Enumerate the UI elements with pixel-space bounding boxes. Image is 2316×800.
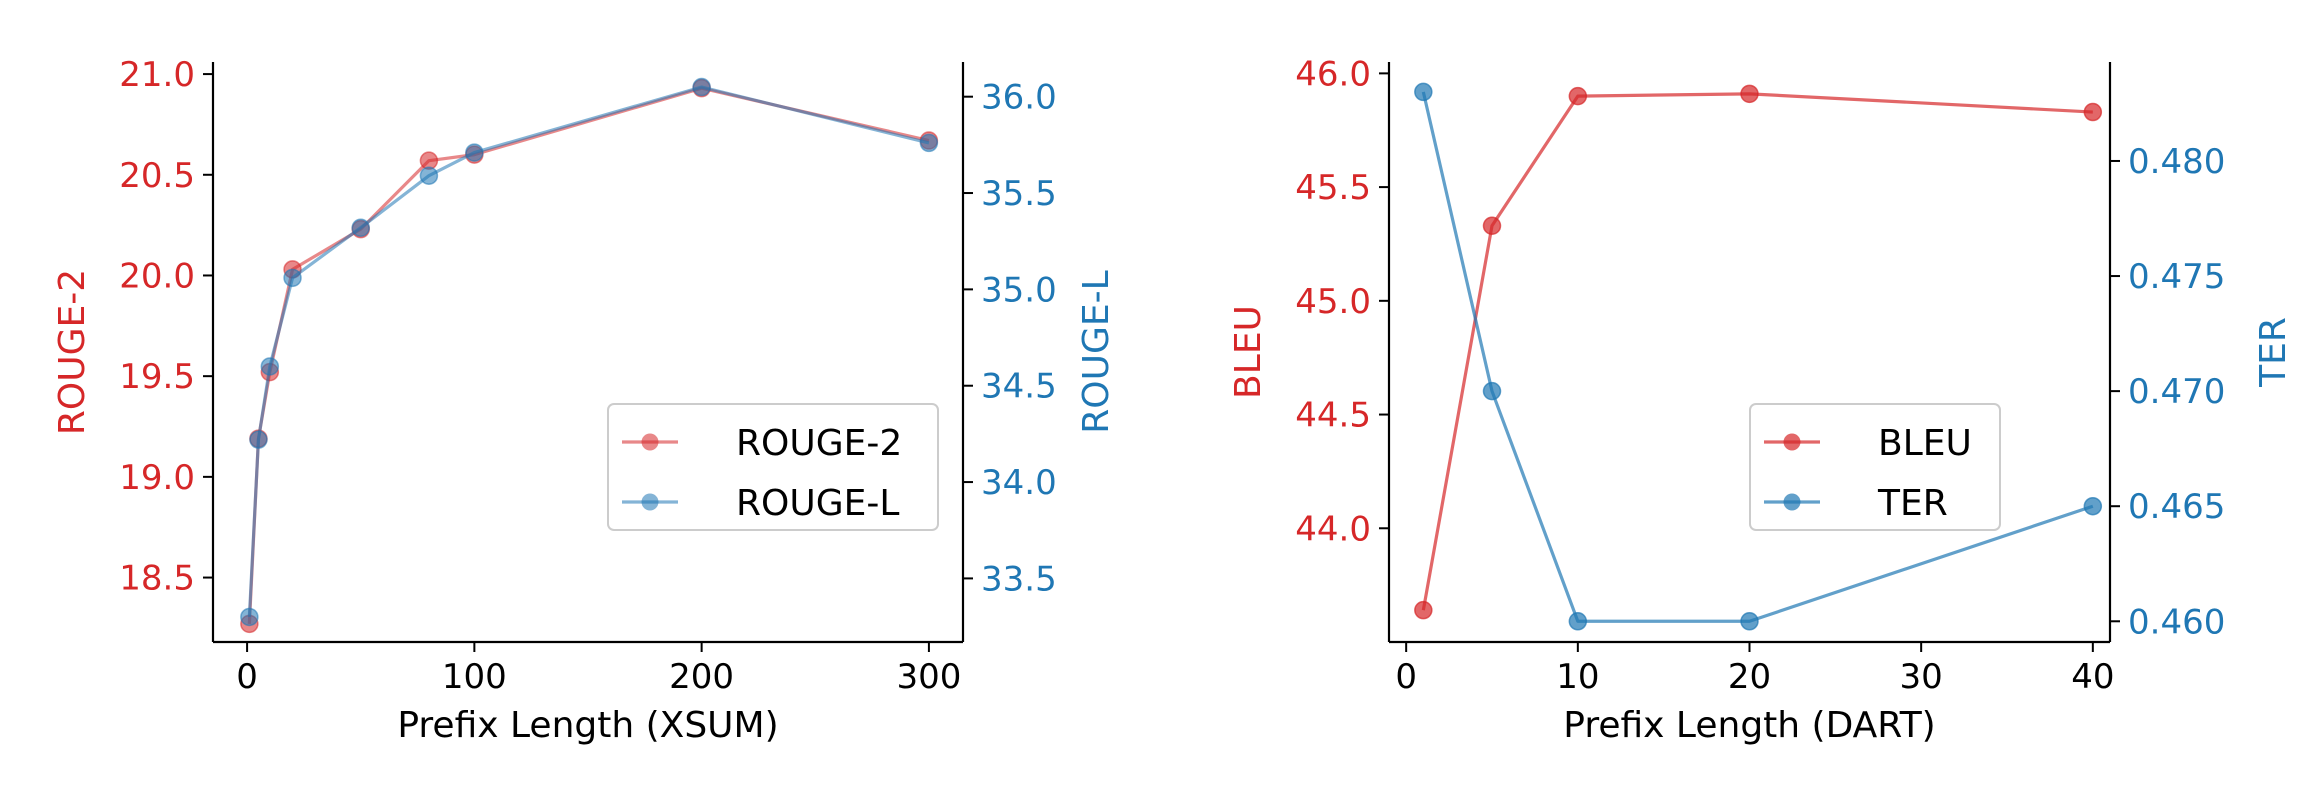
data-point-rouge-l bbox=[692, 77, 711, 97]
right-y-tick-label: 0.470 bbox=[2128, 372, 2225, 412]
series-line-rouge-2 bbox=[247, 86, 930, 624]
left-y-tick-label: 20.0 bbox=[119, 256, 195, 296]
legend-box bbox=[1749, 403, 2001, 531]
data-point-ter bbox=[1740, 612, 1759, 631]
data-point-ter bbox=[1568, 612, 1588, 631]
right-y-tick-label: 0.465 bbox=[2128, 487, 2225, 527]
right-y-tick-label: 34.0 bbox=[981, 463, 1057, 503]
right-y-axis-label: ROUGE-L bbox=[1076, 270, 1117, 433]
series-rouge-l bbox=[240, 77, 939, 627]
x-axis-label: Prefix Length (XSUM) bbox=[397, 705, 778, 746]
data-point-bleu bbox=[1414, 600, 1433, 620]
x-tick-label: 200 bbox=[669, 657, 734, 697]
data-point-rouge-l bbox=[351, 218, 370, 237]
data-point-rouge-l bbox=[465, 143, 484, 162]
legend-item-rouge-l: ROUGE-L bbox=[622, 483, 899, 524]
left-y-tick-label: 44.5 bbox=[1295, 396, 1371, 436]
left-y-tick-label: 19.5 bbox=[119, 357, 195, 397]
x-tick-label: 20 bbox=[1728, 657, 1771, 697]
data-point-bleu bbox=[1482, 216, 1502, 236]
data-point-ter bbox=[1482, 381, 1502, 401]
right-y-tick-label: 35.0 bbox=[981, 270, 1057, 310]
legend: ROUGE-2 ROUGE-L bbox=[607, 403, 939, 531]
left-y-tick-label: 44.0 bbox=[1295, 509, 1371, 549]
series-line-rouge-l bbox=[247, 85, 930, 618]
right-y-axis-label: TER bbox=[2253, 317, 2294, 388]
legend-swatch-marker bbox=[641, 433, 659, 451]
legend-swatch-marker bbox=[641, 493, 659, 511]
legend-label: TER bbox=[1877, 483, 1948, 524]
left-y-axis-label: ROUGE-2 bbox=[52, 269, 93, 435]
series-line-bleu bbox=[1421, 92, 2093, 611]
legend-label: ROUGE-L bbox=[736, 483, 899, 524]
legend-label: BLEU bbox=[1878, 423, 1972, 464]
data-point-bleu bbox=[1740, 84, 1759, 104]
left-y-tick-label: 19.0 bbox=[119, 458, 195, 498]
data-point-ter bbox=[1414, 82, 1433, 102]
data-point-bleu bbox=[2083, 102, 2103, 122]
left-y-tick-label: 45.5 bbox=[1295, 168, 1371, 208]
right-y-tick-label: 36.0 bbox=[981, 78, 1057, 118]
left-y-tick-label: 45.0 bbox=[1295, 282, 1371, 322]
legend-item-bleu: BLEU bbox=[1764, 423, 1972, 464]
series-line-ter bbox=[1421, 91, 2094, 623]
right-y-tick-label: 35.5 bbox=[981, 174, 1057, 214]
legend: BLEU TER bbox=[1749, 403, 2001, 531]
data-point-rouge-l bbox=[419, 166, 439, 185]
legend-item-rouge-2: ROUGE-2 bbox=[622, 423, 902, 464]
data-point-rouge-l bbox=[240, 607, 259, 627]
right-y-tick-label: 34.5 bbox=[981, 367, 1057, 407]
data-point-rouge-l bbox=[283, 268, 302, 288]
x-tick-label: 300 bbox=[896, 657, 961, 697]
legend-swatch-marker bbox=[1783, 433, 1801, 451]
x-axis-label: Prefix Length (DART) bbox=[1563, 705, 1935, 746]
left-y-tick-label: 20.5 bbox=[119, 156, 195, 196]
data-point-ter bbox=[2083, 496, 2103, 516]
left-y-axis-label: BLEU bbox=[1228, 305, 1269, 399]
left-y-tick-label: 46.0 bbox=[1295, 54, 1371, 94]
data-point-rouge-l bbox=[249, 430, 268, 449]
x-tick-label: 10 bbox=[1556, 657, 1599, 697]
legend-item-ter: TER bbox=[1764, 483, 1948, 524]
left-y-tick-label: 21.0 bbox=[119, 55, 195, 95]
right-y-tick-label: 33.5 bbox=[981, 559, 1057, 599]
data-point-bleu bbox=[1568, 86, 1588, 106]
right-y-tick-label: 0.480 bbox=[2128, 142, 2225, 182]
right-y-tick-label: 0.460 bbox=[2128, 602, 2225, 642]
x-tick-label: 0 bbox=[236, 657, 258, 697]
x-tick-label: 30 bbox=[1900, 657, 1943, 697]
data-point-rouge-l bbox=[919, 133, 939, 153]
legend-label: ROUGE-2 bbox=[736, 423, 902, 464]
series-rouge-2 bbox=[240, 78, 939, 634]
chart-panel-dart: 0 10 20 30 40 44.0 44.5 45.0 45.5 46.0 0.460 0.465 0… bbox=[1228, 54, 2294, 746]
series-ter bbox=[1414, 82, 2103, 631]
right-y-tick-label: 0.475 bbox=[2128, 257, 2225, 297]
data-point-rouge-l bbox=[260, 357, 280, 376]
x-tick-label: 0 bbox=[1395, 657, 1417, 697]
series-bleu bbox=[1414, 84, 2103, 620]
chart-panel-xsum: 0 100 200 300 18.5 19.0 19.5 20.0 20.5 21.0 33.5 34… bbox=[52, 55, 1117, 746]
x-tick-label: 40 bbox=[2071, 657, 2114, 697]
legend-swatch-marker bbox=[1783, 493, 1801, 511]
x-tick-label: 100 bbox=[442, 657, 507, 697]
legend-box bbox=[607, 403, 939, 531]
left-y-tick-label: 18.5 bbox=[119, 559, 195, 599]
